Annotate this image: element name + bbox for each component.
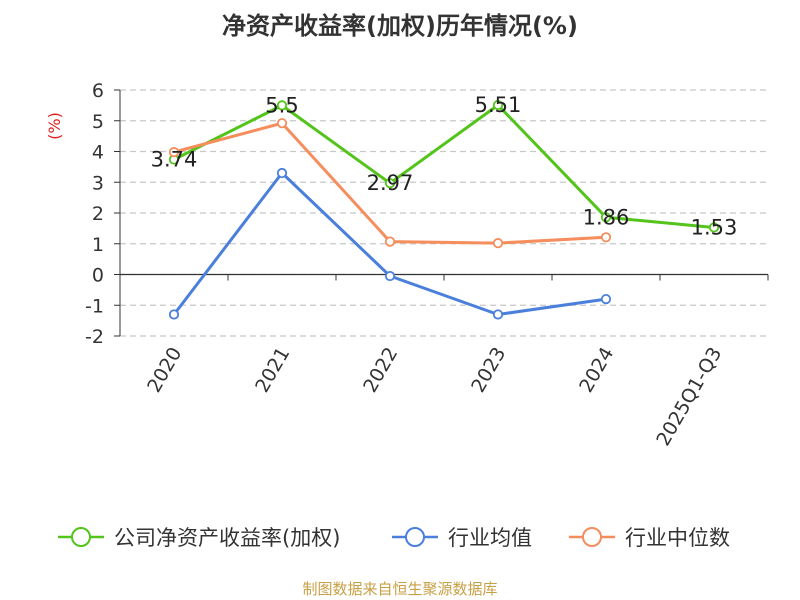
legend-label: 行业均值 <box>448 526 532 550</box>
data-point <box>492 309 504 320</box>
data-point <box>168 147 180 158</box>
x-tick-label: 2023 <box>467 344 510 397</box>
legend-marker <box>405 527 425 547</box>
series-line <box>173 103 715 229</box>
y-tick-label: 0 <box>92 265 104 287</box>
data-point <box>384 270 396 282</box>
y-tick-label: 2 <box>92 203 104 225</box>
data-point <box>600 212 612 223</box>
data-point <box>276 118 288 129</box>
data-point <box>276 167 288 179</box>
legend: 公司净资产收益率(加权) 行业均值 行业中位数 <box>58 526 730 550</box>
legend-marker <box>71 527 91 547</box>
data-point <box>276 100 288 111</box>
legend-marker <box>582 527 602 547</box>
data-source-footer: 制图数据来自恒生聚源数据库 <box>302 580 498 598</box>
data-label: 1.53 <box>691 215 738 239</box>
data-label: 5.51 <box>475 93 522 117</box>
x-tick-label: 2025Q1-Q3 <box>652 344 726 450</box>
x-tick-label: 2022 <box>359 344 402 397</box>
series-layer <box>168 99 720 320</box>
legend-label: 公司净资产收益率(加权) <box>114 526 340 550</box>
data-label: 3.74 <box>151 147 198 171</box>
data-point <box>600 232 612 243</box>
x-tick-label: 2021 <box>251 344 294 397</box>
x-tick-label: 2024 <box>575 344 618 397</box>
data-point <box>384 236 396 247</box>
y-tick-label: 1 <box>92 234 104 256</box>
y-tick-label: 3 <box>92 172 104 194</box>
grid-layer <box>120 89 768 337</box>
data-label: 1.86 <box>583 205 630 229</box>
y-tick-label: 4 <box>92 142 104 164</box>
y-tick-label: 6 <box>92 80 104 102</box>
label-layer: 3.74 5.5 2.97 5.51 1.86 1.53 <box>151 93 738 239</box>
y-axis-unit-label: (%) <box>45 112 64 140</box>
data-point <box>384 178 396 189</box>
y-tick-label: -1 <box>85 295 104 317</box>
data-label: 5.5 <box>265 93 298 117</box>
data-point <box>708 222 720 233</box>
data-label: 2.97 <box>367 171 414 195</box>
legend-label: 行业中位数 <box>625 526 730 550</box>
axis-layer: 6 5 4 3 2 1 0 -1 -2 (%) 2020 2021 2022 2023 2024 2025Q1… <box>45 80 769 450</box>
data-point <box>600 293 612 305</box>
y-tick-label: -2 <box>85 326 104 348</box>
data-point <box>492 99 504 111</box>
data-point <box>168 309 180 320</box>
chart-title: 净资产收益率(加权)历年情况(%) <box>222 12 578 40</box>
x-tick-label: 2020 <box>143 344 186 397</box>
data-point <box>492 238 504 249</box>
y-tick-label: 5 <box>92 111 104 133</box>
